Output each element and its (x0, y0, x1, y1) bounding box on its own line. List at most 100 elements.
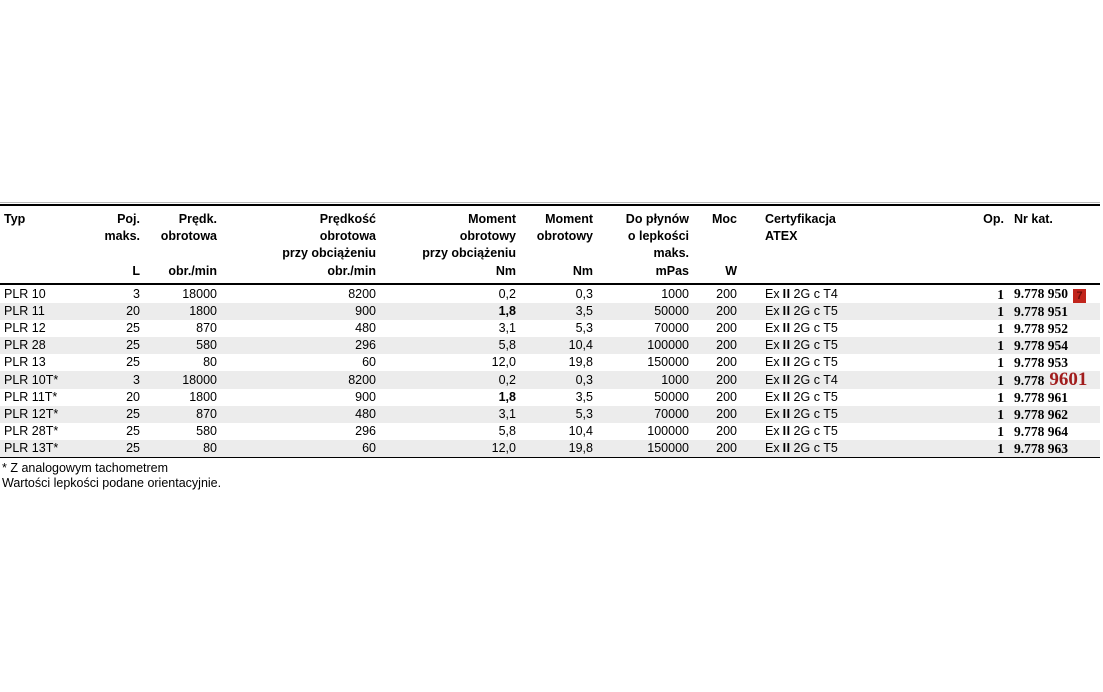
header-line: maks. (653, 246, 689, 260)
cell-moment-obciazenie: 12,0 (491, 355, 516, 369)
atex-ex-label: Ex (765, 441, 780, 455)
cell-moment: 5,3 (575, 321, 593, 335)
cell-atex-cert: Ex II 2G c T5 (737, 389, 980, 406)
cell-predk-obrotowa: 80 (203, 355, 217, 369)
column-header-moment_load: Moment obrotowy przy obciążeniu Nm (376, 205, 516, 285)
atex-ex-label: Ex (765, 338, 780, 352)
atex-group-label: II (782, 407, 791, 421)
atex-ex-label: Ex (765, 355, 780, 369)
cell-atex-cert: Ex II 2G c T5 (737, 337, 980, 354)
atex-class-label: 2G c T5 (793, 304, 838, 318)
table-row: PLR 12 25 870 480 3,1 5,3 70000 200 Ex II 2G c T5 1… (0, 320, 1100, 337)
cell-moment-obciazenie: 3,1 (498, 407, 516, 421)
header-line: Do płynów (625, 212, 689, 226)
cell-predk-obciazenie: 296 (355, 424, 376, 438)
header-unit: L (132, 264, 140, 278)
column-header-predk: Prędk. obrotowa obr./min (140, 205, 217, 285)
header-unit: obr./min (327, 264, 376, 278)
footnote-viscosity: Wartości lepkości podane orientacyjnie. (2, 476, 222, 490)
cell-predk-obciazenie: 900 (355, 304, 376, 318)
cell-poj-maks: 25 (126, 407, 140, 421)
cell-predk-obrotowa: 1800 (189, 390, 217, 404)
header-line: ATEX (765, 229, 798, 243)
cell-moment-obciazenie: 3,1 (498, 321, 516, 335)
cell-lepkosc: 100000 (647, 424, 689, 438)
cell-nr-kat: 9.778 952 (1004, 320, 1100, 337)
cell-moc: 200 (716, 321, 737, 335)
atex-group-label: II (782, 441, 791, 455)
nr-kat-red-overlay: 9601 (1049, 369, 1088, 390)
cell-atex-cert: Ex II 2G c T5 (737, 406, 980, 423)
table-row: PLR 11 20 1800 900 1,8 3,5 50000 200 Ex II 2G c T5… (0, 303, 1100, 320)
cell-poj-maks: 25 (126, 321, 140, 335)
cell-poj-maks: 3 (133, 286, 140, 301)
cell-nr-kat: 9.778 961 (1004, 389, 1100, 406)
cell-nr-kat: 9.778 963 (1004, 440, 1100, 458)
nr-kat-value: 9.778 953 (1014, 355, 1068, 370)
atex-group-label: II (782, 338, 791, 352)
cell-nr-kat: 9.778 951 (1004, 303, 1100, 320)
cell-predk-obciazenie: 900 (355, 390, 376, 404)
cell-lepkosc: 1000 (661, 286, 689, 301)
atex-ex-label: Ex (765, 304, 780, 318)
header-line: Prędk. (178, 212, 217, 226)
table-row: PLR 13T* 25 80 60 12,0 19,8 150000 200 Ex II 2G c … (0, 440, 1100, 458)
atex-class-label: 2G c T5 (793, 355, 838, 369)
cell-predk-obrotowa: 18000 (182, 286, 217, 301)
column-header-moc: Moc W (689, 205, 737, 285)
atex-group-label: II (782, 355, 791, 369)
cell-lepkosc: 50000 (654, 304, 689, 318)
cell-typ: PLR 13 (4, 355, 46, 369)
cell-op: 1 (997, 372, 1004, 388)
atex-group-label: II (782, 372, 791, 387)
cell-poj-maks: 25 (126, 355, 140, 369)
cell-nr-kat: 9.778 9601 (1004, 369, 1100, 390)
header-line: Op. (983, 212, 1004, 226)
cell-typ: PLR 12T* (4, 407, 59, 421)
cell-atex-cert: Ex II 2G c T5 (737, 303, 980, 320)
product-spec-table: Typ Poj. maks. L Prędk. obrotowa obr./min Prędk… (0, 204, 1100, 458)
cell-op: 1 (997, 338, 1004, 353)
atex-ex-label: Ex (765, 286, 780, 301)
atex-class-label: 2G c T5 (793, 321, 838, 335)
atex-class-label: 2G c T5 (793, 424, 838, 438)
cell-lepkosc: 100000 (647, 338, 689, 352)
cell-op: 1 (997, 424, 1004, 439)
atex-group-label: II (782, 424, 791, 438)
cell-moment-obciazenie: 5,8 (498, 424, 516, 438)
atex-group-label: II (782, 321, 791, 335)
column-header-op: Op. (980, 205, 1004, 285)
cell-predk-obciazenie: 60 (362, 355, 376, 369)
cell-op: 1 (997, 304, 1004, 319)
cell-typ: PLR 11 (4, 304, 45, 318)
header-line: Moc (712, 212, 737, 226)
cell-moc: 200 (689, 440, 737, 458)
nr-kat-value: 9.778 954 (1014, 338, 1068, 353)
cell-atex-cert: Ex II 2G c T5 (737, 354, 980, 371)
table-body: PLR 10 3 18000 8200 0,2 0,3 1000 200 Ex II 2G c T4… (0, 284, 1100, 458)
cell-lepkosc: 70000 (654, 407, 689, 421)
cell-predk-obrotowa: 870 (196, 321, 217, 335)
atex-group-label: II (782, 390, 791, 404)
header-line: obrotowa (160, 229, 217, 243)
table-row: PLR 11T* 20 1800 900 1,8 3,5 50000 200 Ex II 2G c … (0, 389, 1100, 406)
atex-ex-label: Ex (765, 390, 780, 404)
table-header-row: Typ Poj. maks. L Prędk. obrotowa obr./min Prędk… (0, 205, 1100, 285)
column-header-lepkosc: Do płynów o lepkości maks. mPas (593, 205, 689, 285)
cell-moc: 200 (716, 372, 737, 387)
cell-moc: 200 (716, 338, 737, 352)
cell-atex-cert: Ex II 2G c T5 (737, 440, 980, 458)
header-unit: Nm (572, 264, 593, 278)
header-line: Moment (545, 212, 593, 226)
cell-typ: PLR 10T* (4, 372, 59, 387)
cell-typ: PLR 28 (4, 338, 46, 352)
atex-class-label: 2G c T5 (793, 338, 838, 352)
column-header-nr_kat: Nr kat. (1004, 205, 1100, 285)
atex-ex-label: Ex (765, 372, 780, 387)
cell-poj-maks: 3 (133, 372, 140, 387)
cell-poj-maks: 25 (126, 338, 140, 352)
cell-moc: 200 (716, 407, 737, 421)
table-row: PLR 10 3 18000 8200 0,2 0,3 1000 200 Ex II 2G c T4… (0, 284, 1100, 303)
cell-typ: PLR 10 (4, 286, 46, 301)
cell-op: 1 (980, 440, 1004, 458)
